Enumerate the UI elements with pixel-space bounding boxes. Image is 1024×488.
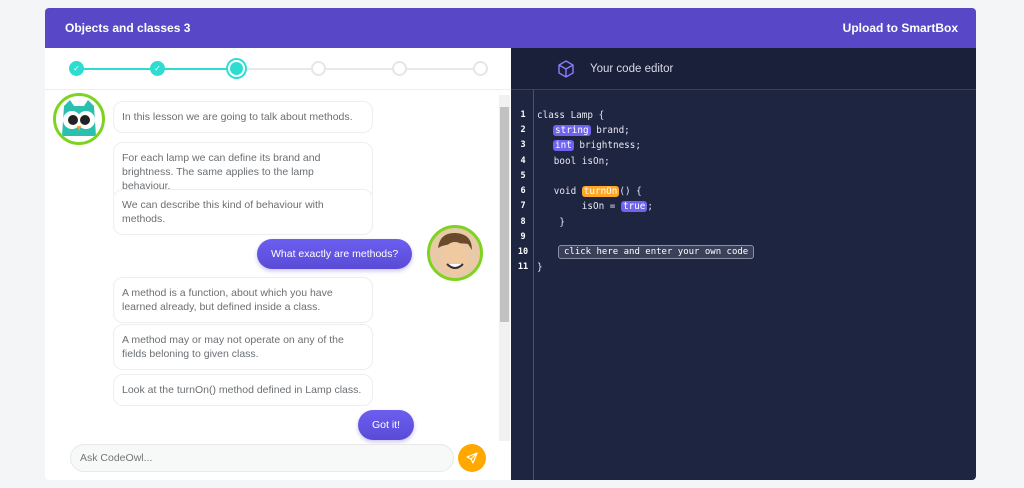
progress-steps: ✓ ✓ bbox=[45, 48, 511, 90]
code-text: () { bbox=[619, 186, 642, 197]
type-highlight[interactable]: string bbox=[553, 125, 591, 136]
line-number: 8 bbox=[520, 217, 526, 227]
owl-message: We can describe this kind of behaviour w… bbox=[113, 189, 373, 235]
upload-to-smartbox-button[interactable]: Upload to SmartBox bbox=[842, 21, 958, 35]
code-line: } bbox=[537, 262, 543, 273]
code-text: void bbox=[537, 186, 582, 197]
progress-line-todo bbox=[236, 68, 480, 70]
owl-message: In this lesson we are going to talk abou… bbox=[113, 101, 373, 133]
line-number: 1 bbox=[520, 110, 526, 120]
paper-plane-icon bbox=[466, 452, 478, 464]
line-number: 5 bbox=[520, 171, 526, 181]
chat-panel: ✓ ✓ In this lesson we are going to talk … bbox=[45, 48, 511, 480]
code-line: isOn = true; bbox=[537, 201, 653, 212]
step-6[interactable] bbox=[473, 61, 488, 76]
step-5[interactable] bbox=[392, 61, 407, 76]
code-text: ; bbox=[647, 201, 653, 212]
enter-code-placeholder[interactable]: click here and enter your own code bbox=[558, 245, 755, 259]
value-highlight[interactable]: true bbox=[620, 201, 648, 212]
line-number: 10 bbox=[517, 247, 529, 257]
editor-title: Your code editor bbox=[590, 63, 674, 75]
line-number: 2 bbox=[520, 125, 526, 135]
code-line: click here and enter your own code bbox=[558, 245, 755, 259]
ask-codeowl-input[interactable] bbox=[70, 444, 454, 472]
line-number: 9 bbox=[520, 232, 526, 242]
send-button[interactable] bbox=[458, 444, 486, 472]
code-text: brightness; bbox=[573, 140, 641, 151]
line-number: 4 bbox=[520, 156, 526, 166]
code-line: } bbox=[537, 217, 565, 228]
gutter-divider bbox=[533, 90, 534, 480]
user-message: What exactly are methods? bbox=[257, 239, 413, 269]
chat-messages: In this lesson we are going to talk abou… bbox=[45, 91, 511, 440]
type-highlight[interactable]: int bbox=[553, 140, 574, 151]
code-line: void turnOn() { bbox=[537, 186, 642, 197]
code-editor-panel: Your code editor 1 2 3 4 5 6 7 8 9 10 11… bbox=[511, 48, 976, 480]
line-number: 6 bbox=[520, 186, 526, 196]
scrollbar-thumb[interactable] bbox=[500, 107, 509, 322]
step-3-current[interactable] bbox=[228, 60, 245, 77]
function-highlight[interactable]: turnOn bbox=[581, 186, 620, 197]
line-number: 7 bbox=[520, 201, 526, 211]
lesson-title: Objects and classes 3 bbox=[65, 21, 191, 35]
code-line: class Lamp { bbox=[537, 110, 605, 121]
lesson-card: Objects and classes 3 Upload to SmartBox… bbox=[45, 8, 976, 480]
owl-message: Look at the turnOn() method defined in L… bbox=[113, 374, 373, 406]
owl-message: A method is a function, about which you … bbox=[113, 277, 373, 323]
step-1-check-icon[interactable]: ✓ bbox=[69, 61, 84, 76]
code-line: string brand; bbox=[553, 125, 630, 136]
code-line: bool isOn; bbox=[537, 156, 610, 167]
step-2-check-icon[interactable]: ✓ bbox=[150, 61, 165, 76]
got-it-button[interactable]: Got it! bbox=[358, 410, 415, 440]
step-4[interactable] bbox=[311, 61, 326, 76]
editor-header: Your code editor bbox=[511, 48, 976, 90]
code-text: isOn = bbox=[537, 201, 621, 212]
line-number: 11 bbox=[517, 262, 529, 272]
line-number: 3 bbox=[520, 140, 526, 150]
owl-message: A method may or may not operate on any o… bbox=[113, 324, 373, 370]
chat-scrollbar[interactable] bbox=[499, 95, 510, 441]
codeowl-avatar bbox=[53, 93, 105, 145]
code-text: brand; bbox=[590, 125, 630, 136]
cube-icon bbox=[558, 60, 574, 78]
code-line: int brightness; bbox=[553, 140, 641, 151]
user-avatar bbox=[427, 225, 483, 281]
header: Objects and classes 3 Upload to SmartBox bbox=[45, 8, 976, 48]
